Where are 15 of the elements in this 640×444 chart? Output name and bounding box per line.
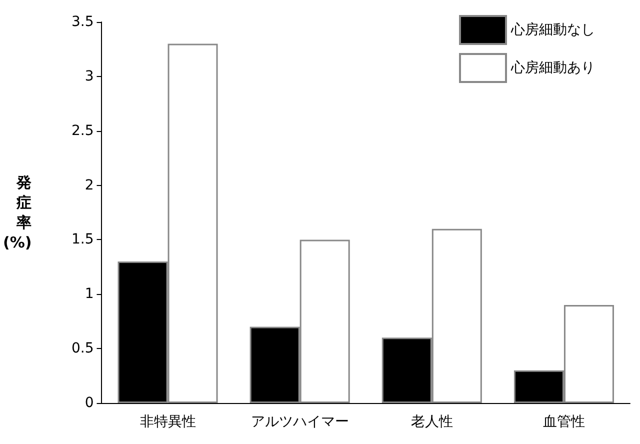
y-tick-label: 0.5 (71, 340, 94, 357)
y-axis-title: 発症率(%) (2, 174, 32, 252)
legend-label: 心房細動あり (510, 60, 595, 76)
x-tick-label: 老人性 (410, 414, 453, 430)
y-tick-label: 1 (84, 286, 94, 302)
x-tick-label: 非特異性 (140, 414, 196, 430)
y-tick-label: 2 (84, 177, 94, 194)
y-tick-label: 0 (84, 395, 94, 411)
y-tick-label: 1.5 (71, 232, 94, 248)
y-tick-label: 2.5 (71, 122, 94, 139)
y-tick-label: 3.5 (71, 14, 94, 30)
y-tick-label: 3 (84, 68, 94, 84)
x-tick-label: アルツハイマー (250, 414, 349, 430)
legend-label: 心房細動なし (510, 22, 595, 38)
x-tick-label: 血管性 (542, 414, 585, 430)
